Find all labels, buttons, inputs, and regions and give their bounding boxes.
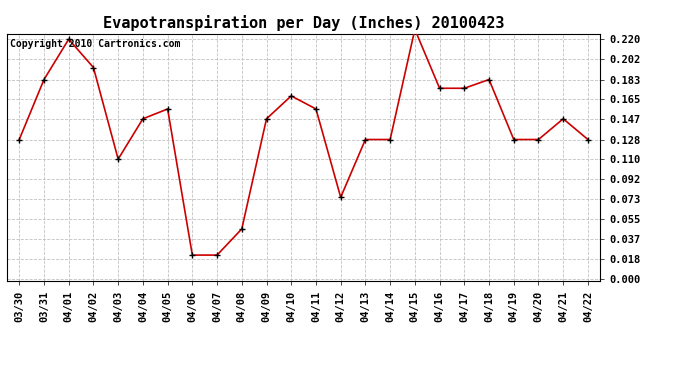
Text: Copyright 2010 Cartronics.com: Copyright 2010 Cartronics.com — [10, 39, 180, 49]
Title: Evapotranspiration per Day (Inches) 20100423: Evapotranspiration per Day (Inches) 2010… — [103, 15, 504, 31]
